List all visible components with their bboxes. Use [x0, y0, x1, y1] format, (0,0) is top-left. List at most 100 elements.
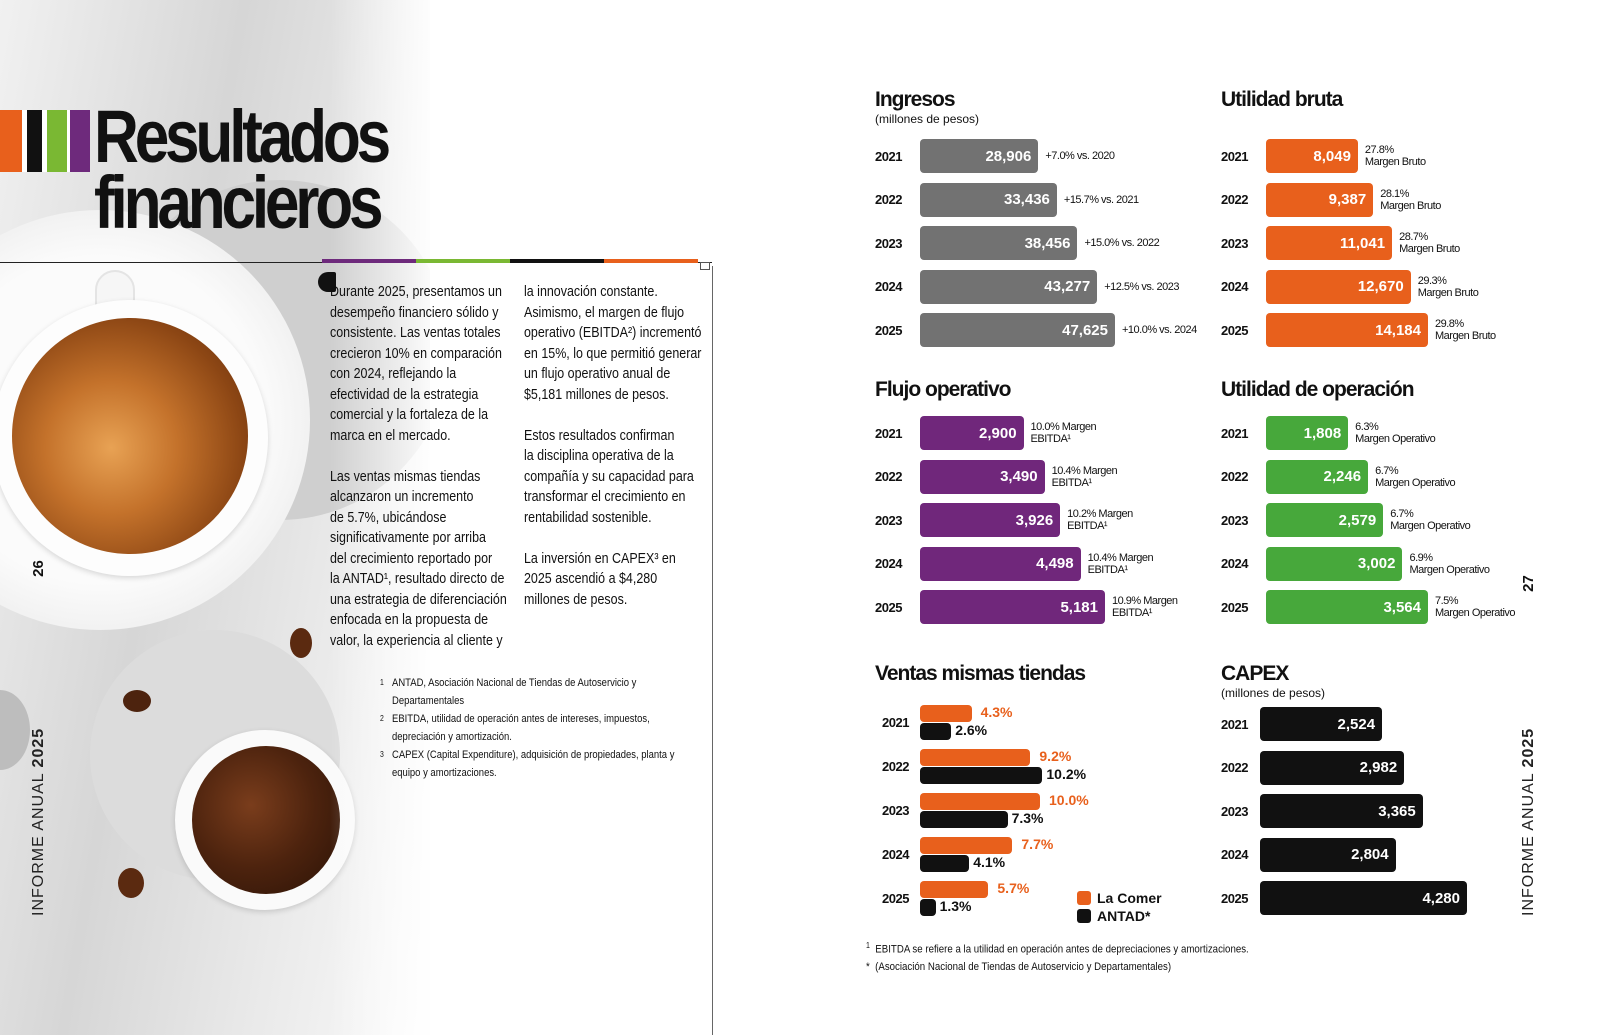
bar: 43,277 [920, 269, 1098, 304]
year-label: 2022 [882, 759, 909, 774]
bar-annotation: 29.8% Margen Bruto [1435, 318, 1496, 342]
bean-icon [118, 868, 144, 898]
page-title: Resultados financieros [94, 95, 391, 244]
bar-annotation: +15.0% vs. 2022 [1084, 237, 1160, 249]
bar-row: 2021 2,524 [1221, 707, 1383, 741]
bar-row: 2022 33,436 +15.7% vs. 2021 [875, 182, 1139, 217]
chart-utilidad_operacion: Utilidad de operación 2021 1,808 6.3% Marge… [1221, 378, 1551, 648]
bar-row: 2022 2,246 6.7% Margen Operativo [1221, 459, 1456, 494]
bar-annotation: 10.2% Margen EBITDA¹ [1067, 508, 1133, 532]
year-label: 2025 [1221, 890, 1248, 906]
bar-row: 2025 3,564 7.5% Margen Operativo [1221, 590, 1516, 624]
bar-la-comer [920, 793, 1040, 810]
legend-item-la-comer: La Comer [1077, 889, 1162, 907]
year-label: 2021 [1221, 148, 1248, 164]
corner-mark [700, 262, 710, 270]
bar: 2,246 [1266, 459, 1369, 494]
bar-annotation: 10.9% Margen EBITDA¹ [1112, 595, 1178, 619]
bar-annotation: 6.3% Margen Operativo [1355, 421, 1436, 445]
bar-row: 2022 3,490 10.4% Margen EBITDA¹ [875, 459, 1118, 494]
chart-title: Utilidad de operación [1221, 378, 1415, 401]
value-label: 4.1% [973, 854, 1006, 870]
bar: 2,982 [1260, 750, 1405, 785]
year-label: 2023 [875, 235, 902, 251]
year-label: 2021 [875, 148, 902, 164]
bar: 1,808 [1266, 416, 1349, 450]
bar-row: 2024 4,498 10.4% Margen EBITDA¹ [875, 546, 1154, 581]
bar-row: 2023 2,579 6.7% Margen Operativo [1221, 503, 1471, 537]
bar-row: 2025 47,625 +10.0% vs. 2024 [875, 313, 1197, 347]
year-label: 2024 [1221, 279, 1248, 294]
year-label: 2025 [875, 599, 902, 615]
bar-annotation: 6.7% Margen Operativo [1390, 508, 1471, 532]
bar: 5,181 [920, 590, 1105, 624]
footnote: 2 EBITDA, utilidad de operación antes de … [380, 713, 650, 743]
bar: 3,002 [1266, 546, 1403, 581]
bar-row: 2022 9,387 28.1% Margen Bruto [1221, 182, 1441, 217]
bar-annotation: +10.0% vs. 2024 [1122, 324, 1197, 336]
coffee-beans [192, 746, 340, 894]
year-label: 2024 [1221, 556, 1248, 571]
footnotes-left: 1 ANTAD, Asociación Nacional de Tiendas d… [380, 674, 674, 782]
year-label: 2024 [882, 847, 909, 862]
bar-antad [920, 899, 936, 916]
bar-antad [920, 855, 970, 872]
value-label: 2.6% [955, 722, 988, 738]
bar-row: 2025 14,184 29.8% Margen Bruto [1221, 313, 1496, 347]
year-label: 2021 [875, 425, 902, 441]
year-label: 2025 [1221, 322, 1248, 338]
chart-capex: CAPEX (millones de pesos) 2021 2,524 2022 2,9… [1221, 662, 1501, 922]
year-label: 2021 [882, 715, 909, 730]
chart-title: Ventas mismas tiendas [875, 662, 1086, 685]
value-label: 7.7% [1021, 836, 1054, 852]
spoon [0, 690, 30, 770]
bar-row: 2024 3,002 6.9% Margen Operativo [1221, 546, 1490, 581]
year-label: 2022 [1221, 760, 1248, 775]
bar: 28,906 [920, 139, 1039, 173]
bar-row: 2024 12,670 29.3% Margen Bruto [1221, 269, 1479, 304]
bar-annotation: +15.7% vs. 2021 [1063, 193, 1139, 206]
body-column-1: Durante 2025, presentamos un desempeño f… [330, 284, 507, 649]
bar: 2,804 [1260, 837, 1396, 872]
bar: 33,436 [920, 182, 1057, 217]
bar: 2,579 [1266, 503, 1384, 537]
bar: 4,498 [920, 546, 1081, 581]
bar: 2,900 [920, 416, 1024, 450]
year-label: 2023 [875, 512, 902, 528]
chart-subtitle: (millones de pesos) [875, 112, 980, 126]
bar-row: 2024 43,277 +12.5% vs. 2023 [875, 269, 1179, 304]
bar-annotation: 10.4% Margen EBITDA¹ [1051, 464, 1118, 489]
brand-color-bars [0, 110, 90, 172]
value-label: 5.7% [997, 880, 1030, 896]
espresso-crema [12, 318, 248, 554]
bar: 3,365 [1260, 794, 1423, 828]
bar-antad [920, 811, 1008, 828]
bar-annotation: +7.0% vs. 2020 [1045, 150, 1115, 162]
bar-row: 2025 5,181 10.9% Margen EBITDA¹ [875, 590, 1178, 624]
year-label: 2025 [882, 891, 909, 906]
bar-annotation: 7.5% Margen Operativo [1435, 595, 1516, 619]
bar-row: 2021 8,049 27.8% Margen Bruto [1221, 139, 1426, 173]
side-label-right: INFORME ANUAL 2025 [1520, 727, 1537, 916]
year-label: 2024 [875, 556, 902, 571]
year-label: 2022 [1221, 469, 1248, 484]
bar-row: 2023 3,926 10.2% Margen EBITDA¹ [875, 503, 1133, 537]
page-fold [712, 266, 713, 1035]
bar: 9,387 [1266, 182, 1374, 217]
value-label: 9.2% [1039, 748, 1072, 764]
chart-flujo_operativo: Flujo operativo 2021 2,900 10.0% Margen EBI… [875, 378, 1205, 648]
footnote: 1 ANTAD, Asociación Nacional de Tiendas d… [380, 677, 637, 707]
bar-row: 2023 11,041 28.7% Margen Bruto [1221, 226, 1460, 260]
bar-la-comer [920, 705, 972, 722]
year-label: 2022 [1221, 192, 1248, 207]
bar-annotation: 6.9% Margen Operativo [1409, 551, 1490, 576]
side-label-left: INFORME ANUAL 2025 [30, 727, 47, 916]
bar-antad [920, 723, 952, 740]
bar: 3,564 [1266, 590, 1428, 624]
bar-row: 2022 2,982 [1221, 750, 1405, 785]
bar-row: 2023 38,456 +15.0% vs. 2022 [875, 226, 1160, 260]
value-label: 10.2% [1046, 766, 1087, 782]
bar-row: 2025 4,280 [1221, 881, 1467, 915]
bar-row: 2021 28,906 +7.0% vs. 2020 [875, 139, 1115, 173]
year-label: 2023 [1221, 512, 1248, 528]
